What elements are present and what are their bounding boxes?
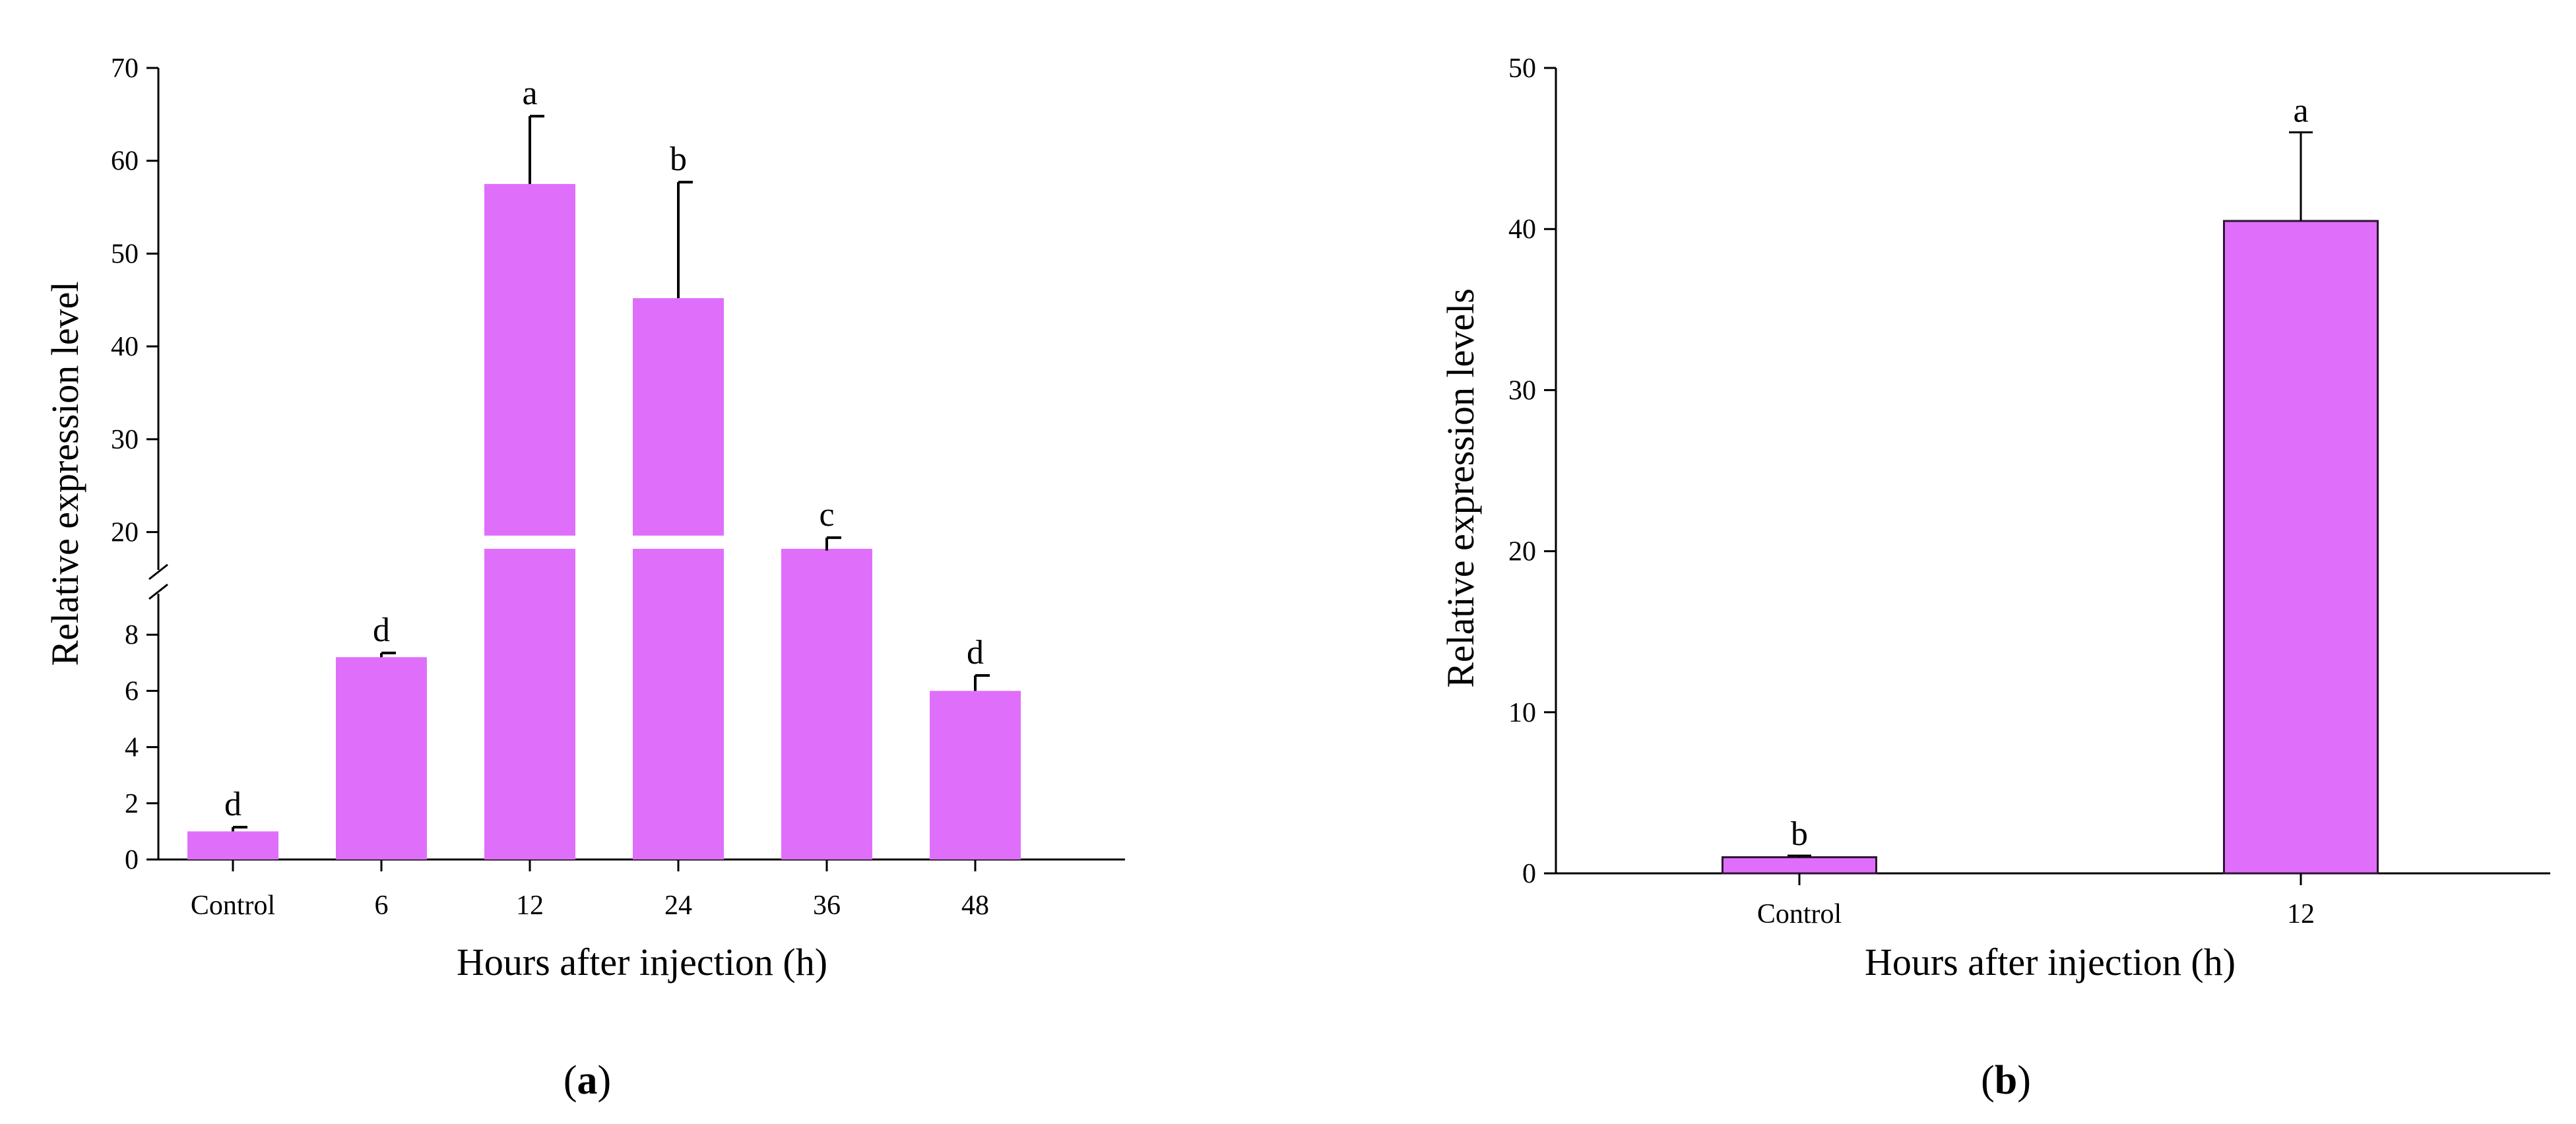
panel-a-bar <box>336 657 427 859</box>
panel-a-y-tick-label: 60 <box>111 146 139 177</box>
panel-a-bar <box>187 831 278 859</box>
panel-b-y-tick-label: 20 <box>1508 537 1536 567</box>
panel-b-bar <box>1722 856 1877 875</box>
panel-b-chart: 0 10 20 30 40 50 b Control a 12 <box>1508 53 2550 929</box>
panel-a-label-letter: a <box>577 1058 598 1103</box>
panel-a-label: (a) <box>564 1058 611 1103</box>
panel-a-y-tick-label: 6 <box>125 676 139 706</box>
panel-a-y-tick-label: 50 <box>111 239 139 269</box>
panel-a-bar-lower-segment <box>781 549 872 859</box>
panel-a-bar <box>930 691 1021 859</box>
panel-a-bar <box>484 183 575 536</box>
panel-b-label: (b) <box>1981 1058 2031 1103</box>
panel-a-significance-label: d <box>224 786 242 823</box>
panel-a-y-tick-label: 0 <box>125 845 139 875</box>
panel-b-significance-label: b <box>1791 815 1808 853</box>
panel-b-y-tick-label: 50 <box>1508 53 1536 84</box>
panel-a-x-tick-label: Control <box>191 890 275 921</box>
panel-a-y-tick-label: 40 <box>111 332 139 362</box>
panel-a-significance-label: a <box>522 75 537 112</box>
panel-a-y-tick-label: 2 <box>125 789 139 819</box>
panel-a-significance-label: d <box>967 634 984 671</box>
panel-b-x-axis-label: Hours after injection (h) <box>1865 941 2236 984</box>
panel-a-x-tick-label: 36 <box>813 890 841 921</box>
panel-b-y-tick-label: 0 <box>1522 859 1536 889</box>
panel-a-x-tick-label: 24 <box>664 890 692 921</box>
panel-a-significance-label: c <box>819 496 834 534</box>
panel-a-x-tick-label: 6 <box>375 890 389 921</box>
panel-a-y-tick-label: 70 <box>111 53 139 84</box>
panel-b-y-axis-label: Relative expression levels <box>1439 288 1482 688</box>
panel-a-significance-label: b <box>670 140 687 178</box>
panel-a-bar-lower-segment <box>484 549 575 859</box>
panel-a-axis-break-mark <box>148 583 168 600</box>
panel-a-x-axis-label: Hours after injection (h) <box>457 941 827 984</box>
panel-b-x-tick-label: Control <box>1757 899 1842 929</box>
panel-a-significance-label: d <box>373 611 390 649</box>
panel-a-x-tick-label: 48 <box>961 890 989 921</box>
panel-a-y-tick-label: 4 <box>125 733 139 763</box>
panel-b-y-tick-label: 40 <box>1508 214 1536 245</box>
panel-a-y-tick-label: 8 <box>125 620 139 650</box>
panel-b-significance-label: a <box>2293 92 2308 130</box>
panel-a-x-tick-label: 12 <box>516 890 544 921</box>
panel-a-bar-lower-segment <box>633 549 724 859</box>
panel-a-y-axis-label: Relative expression level <box>44 281 86 666</box>
panel-a-axis-break-mark <box>148 563 168 580</box>
panel-b-y-tick-label: 30 <box>1508 375 1536 406</box>
panel-b-label-letter: b <box>1995 1058 2017 1103</box>
panel-b-bar <box>2223 220 2379 875</box>
panel-b-y-tick-label: 10 <box>1508 698 1536 728</box>
panel-a-y-tick-label: 20 <box>111 518 139 548</box>
panel-b-x-tick-label: 12 <box>2287 899 2315 929</box>
panel-a-bar <box>633 298 724 536</box>
panel-a-y-tick-label: 30 <box>111 425 139 455</box>
